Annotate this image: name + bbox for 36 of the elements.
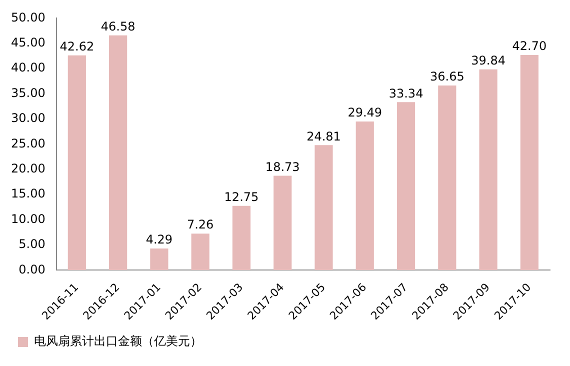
- bar: [438, 85, 456, 270]
- y-tick-label: 5.00: [18, 237, 46, 252]
- bar: [356, 122, 374, 270]
- y-tick-label: 0.00: [18, 262, 46, 276]
- bar: [68, 55, 86, 270]
- y-tick-label: 30.00: [10, 111, 46, 126]
- y-tick-label: 35.00: [10, 86, 46, 100]
- data-label: 24.81: [306, 129, 341, 144]
- data-label: 7.26: [186, 218, 214, 232]
- data-label: 46.58: [100, 20, 136, 34]
- y-tick-label: 10.00: [10, 212, 46, 226]
- bar: [520, 54, 538, 270]
- data-label: 39.84: [471, 54, 506, 68]
- data-label: 33.34: [388, 86, 424, 100]
- y-tick-label: 25.00: [10, 136, 46, 150]
- data-label: 18.73: [265, 160, 300, 174]
- data-label: 29.49: [348, 106, 382, 120]
- y-tick-label: 45.00: [10, 36, 46, 50]
- data-label: 12.75: [224, 190, 259, 204]
- y-tick-label: 15.00: [10, 186, 46, 201]
- legend-label: 电风扇累计出口金额（亿美元）: [34, 334, 202, 348]
- bar: [396, 102, 416, 270]
- data-label: 36.65: [430, 70, 464, 84]
- data-label: 42.62: [60, 40, 94, 54]
- bar: [150, 248, 168, 270]
- y-tick-label: 40.00: [10, 60, 46, 75]
- data-label: 4.29: [146, 232, 173, 247]
- data-label: 42.70: [512, 39, 547, 54]
- bar: [479, 69, 498, 270]
- bar: [314, 145, 333, 270]
- y-tick-label: 50.00: [10, 10, 46, 24]
- y-tick-label: 20.00: [10, 162, 46, 176]
- bar: [232, 206, 251, 270]
- bar: [109, 35, 128, 270]
- bar: [191, 234, 210, 270]
- bar: [274, 176, 292, 270]
